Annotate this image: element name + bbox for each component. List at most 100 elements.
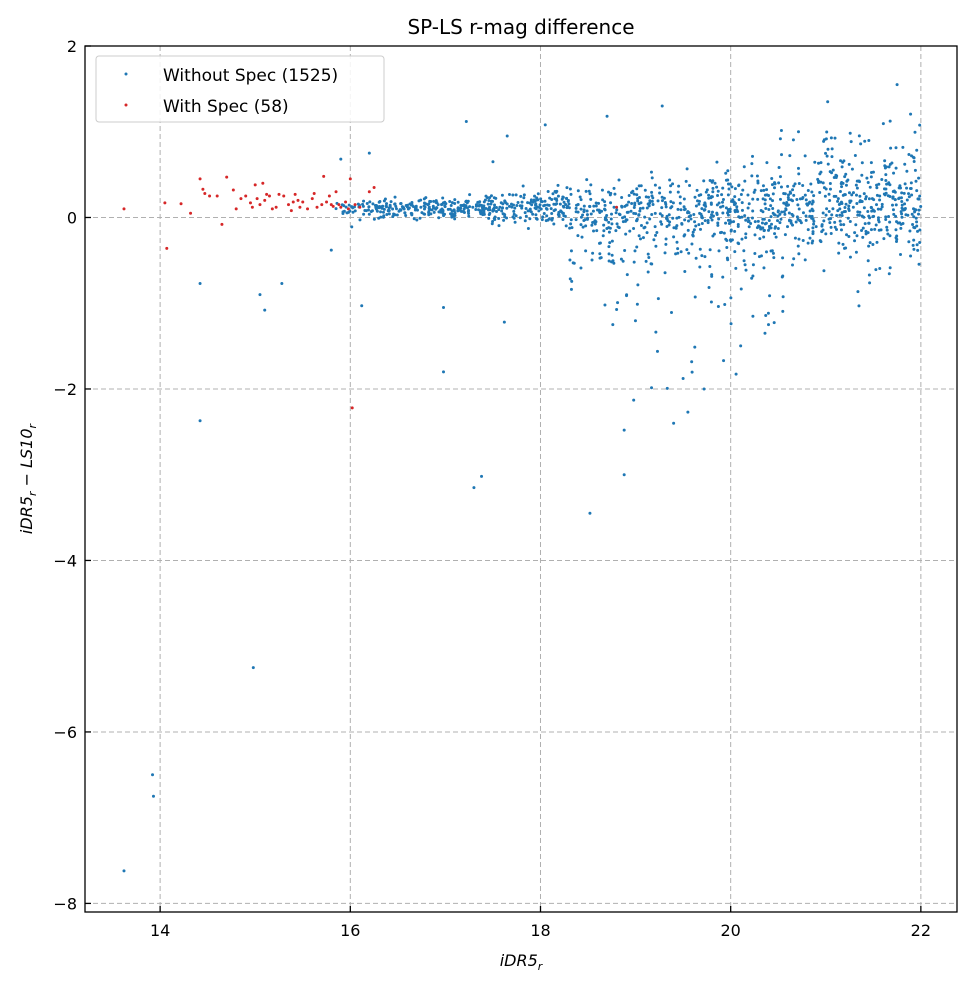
data-point-without-spec (778, 197, 782, 201)
data-point-without-spec (339, 157, 343, 161)
data-point-with-spec (203, 191, 207, 195)
data-point-without-spec (448, 200, 452, 204)
data-point-without-spec (801, 239, 805, 243)
data-point-without-spec (643, 225, 647, 229)
data-point-without-spec (489, 202, 493, 206)
data-point-without-spec (854, 223, 858, 227)
data-point-without-spec (656, 199, 660, 203)
data-point-without-spec (918, 241, 922, 245)
data-point-without-spec (918, 123, 922, 127)
data-point-without-spec (868, 281, 872, 285)
data-point-without-spec (650, 176, 654, 180)
data-point-without-spec (666, 219, 670, 223)
data-point-without-spec (711, 234, 715, 238)
data-point-without-spec (653, 211, 657, 215)
data-point-without-spec (855, 234, 859, 238)
data-point-without-spec (829, 231, 833, 235)
data-point-without-spec (825, 130, 829, 134)
data-point-without-spec (664, 237, 668, 241)
data-point-without-spec (867, 244, 871, 248)
data-point-without-spec (412, 217, 416, 221)
data-point-without-spec (569, 222, 573, 226)
data-point-without-spec (672, 421, 676, 425)
data-point-without-spec (884, 215, 888, 219)
data-point-with-spec (289, 209, 293, 213)
data-point-without-spec (875, 193, 879, 197)
data-point-without-spec (689, 217, 693, 221)
data-point-without-spec (597, 201, 601, 205)
data-point-without-spec (737, 198, 741, 202)
data-point-without-spec (700, 222, 704, 226)
data-point-without-spec (814, 225, 818, 229)
data-point-without-spec (566, 198, 570, 202)
data-point-without-spec (453, 198, 457, 202)
data-point-without-spec (630, 191, 634, 195)
data-point-without-spec (778, 175, 782, 179)
data-point-without-spec (907, 192, 911, 196)
data-point-without-spec (515, 204, 519, 208)
data-point-without-spec (674, 252, 678, 256)
data-point-without-spec (467, 208, 471, 212)
data-point-without-spec (716, 223, 720, 227)
data-point-without-spec (808, 200, 812, 204)
data-point-without-spec (435, 206, 439, 210)
data-point-with-spec (367, 190, 371, 194)
data-point-without-spec (901, 145, 905, 149)
data-point-without-spec (427, 211, 431, 215)
data-point-without-spec (544, 219, 548, 223)
data-point-without-spec (782, 210, 786, 214)
data-point-without-spec (747, 219, 751, 223)
data-point-without-spec (417, 199, 421, 203)
data-point-without-spec (453, 211, 457, 215)
data-point-without-spec (350, 205, 354, 209)
data-point-without-spec (900, 199, 904, 203)
data-point-without-spec (861, 226, 865, 230)
data-point-without-spec (708, 178, 712, 182)
data-point-without-spec (903, 202, 907, 206)
data-point-without-spec (797, 172, 801, 176)
data-point-without-spec (453, 217, 457, 221)
data-point-without-spec (353, 209, 357, 213)
data-point-without-spec (773, 226, 777, 230)
data-point-without-spec (621, 220, 625, 224)
data-point-without-spec (853, 153, 857, 157)
data-point-without-spec (521, 184, 525, 188)
data-point-without-spec (487, 198, 491, 202)
data-point-without-spec (797, 182, 801, 186)
data-point-without-spec (513, 220, 517, 224)
data-point-with-spec (331, 204, 335, 208)
data-point-with-spec (267, 194, 271, 198)
data-point-without-spec (639, 237, 643, 241)
data-point-without-spec (632, 206, 636, 210)
data-point-with-spec (274, 205, 278, 209)
data-point-without-spec (630, 202, 634, 206)
data-point-without-spec (683, 270, 687, 274)
data-point-without-spec (826, 162, 830, 166)
data-point-without-spec (832, 194, 836, 198)
data-point-with-spec (329, 203, 333, 207)
data-point-without-spec (773, 213, 777, 217)
data-point-without-spec (582, 210, 586, 214)
data-point-without-spec (579, 207, 583, 211)
data-point-without-spec (762, 188, 766, 192)
data-point-without-spec (684, 179, 688, 183)
data-point-without-spec (450, 201, 454, 205)
data-point-without-spec (678, 201, 682, 205)
data-point-without-spec (610, 212, 614, 216)
data-point-without-spec (605, 114, 609, 118)
data-point-without-spec (600, 188, 604, 192)
data-point-without-spec (580, 235, 584, 239)
data-point-without-spec (724, 206, 728, 210)
data-point-without-spec (728, 207, 732, 211)
data-point-without-spec (888, 266, 892, 270)
data-point-without-spec (893, 198, 897, 202)
data-point-without-spec (918, 228, 922, 232)
data-point-without-spec (700, 254, 704, 258)
data-point-without-spec (533, 206, 537, 210)
data-point-without-spec (422, 197, 426, 201)
data-point-without-spec (738, 215, 742, 219)
data-point-without-spec (813, 160, 817, 164)
data-point-without-spec (909, 112, 913, 116)
data-point-without-spec (334, 207, 338, 211)
data-point-without-spec (622, 473, 626, 477)
